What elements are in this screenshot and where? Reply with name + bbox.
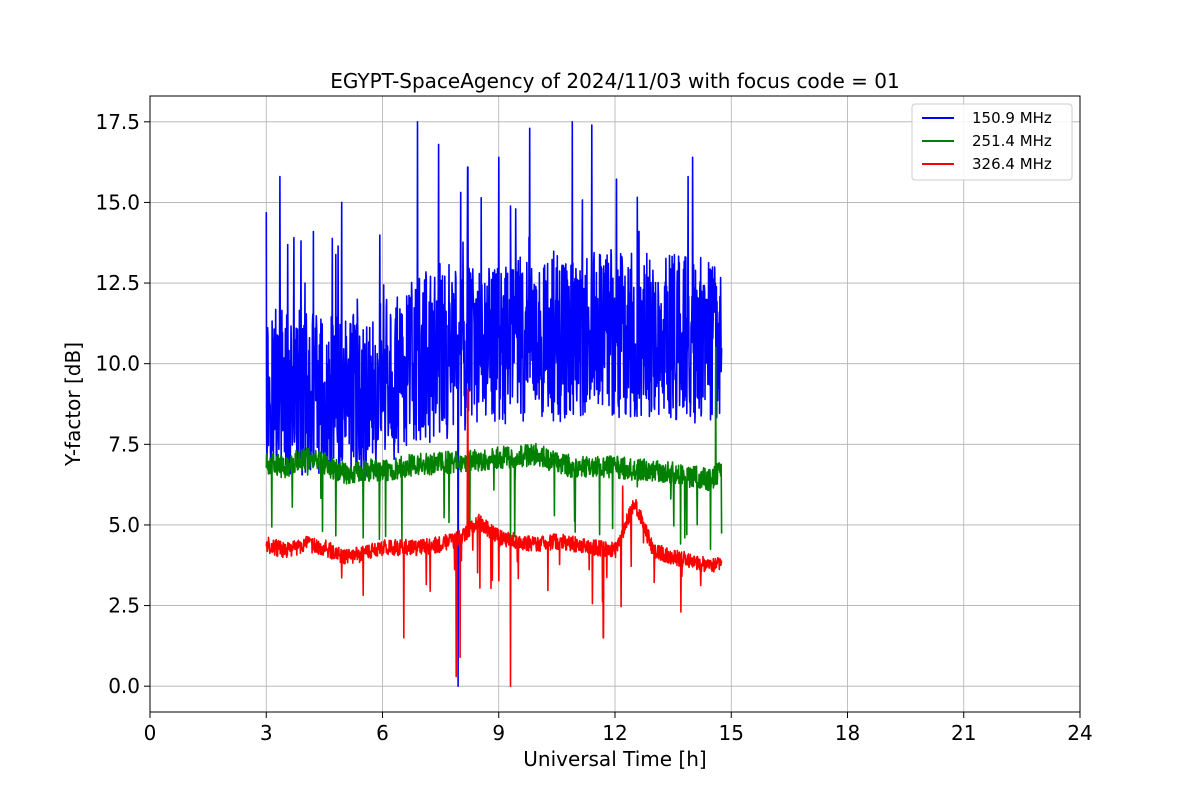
x-tick-label: 3 (260, 721, 273, 745)
legend-label-251-4: 251.4 MHz (972, 132, 1052, 150)
x-tick-label: 0 (144, 721, 157, 745)
y-tick-label: 7.5 (108, 432, 140, 456)
series-layer (265, 121, 723, 687)
y-axis-ticks: 0.0 2.5 5.0 7.5 10.0 12.5 15.0 17.5 (95, 110, 150, 698)
y-tick-label: 0.0 (108, 674, 140, 698)
x-tick-label: 6 (376, 721, 389, 745)
x-tick-label: 18 (835, 721, 860, 745)
series-line-2 (265, 388, 723, 687)
series-line-0 (265, 121, 723, 687)
legend-label-326-4: 326.4 MHz (972, 155, 1052, 173)
legend-box (911, 103, 1073, 181)
y-tick-label: 10.0 (95, 352, 140, 376)
chart-title: EGYPT-SpaceAgency of 2024/11/03 with foc… (330, 69, 899, 93)
y-tick-label: 2.5 (108, 594, 140, 618)
y-tick-label: 15.0 (95, 190, 140, 214)
x-tick-label: 12 (602, 721, 627, 745)
x-tick-label: 24 (1067, 721, 1092, 745)
x-axis-label: Universal Time [h] (523, 747, 706, 771)
legend: 150.9 MHz 251.4 MHz 326.4 MHz (911, 103, 1073, 181)
y-tick-label: 5.0 (108, 513, 140, 537)
y-axis-label: Y-factor [dB] (61, 342, 85, 467)
series-line-1 (265, 346, 723, 550)
x-tick-label: 21 (951, 721, 976, 745)
y-tick-label: 12.5 (95, 271, 140, 295)
y-tick-label: 17.5 (95, 110, 140, 134)
x-tick-label: 15 (719, 721, 744, 745)
x-axis-ticks: 0 3 6 9 12 15 18 21 24 (144, 712, 1093, 745)
x-tick-label: 9 (492, 721, 505, 745)
legend-label-150-9: 150.9 MHz (972, 109, 1052, 127)
